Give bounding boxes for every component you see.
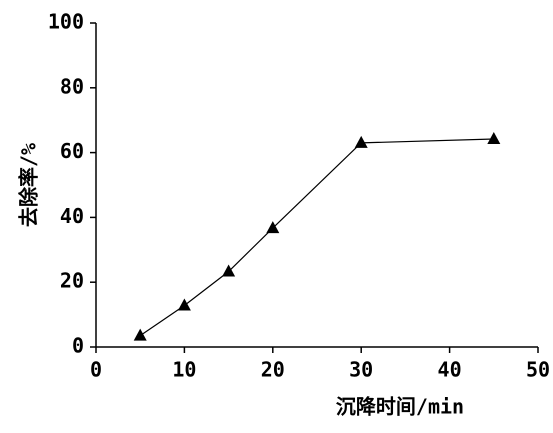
- x-tick-label: 50: [526, 358, 550, 382]
- y-tick-label: 0: [72, 334, 84, 358]
- marker: [354, 135, 368, 148]
- x-tick-label: 40: [438, 358, 462, 382]
- marker: [133, 328, 147, 341]
- y-tick-label: 40: [60, 204, 84, 228]
- y-tick-label: 60: [60, 139, 84, 163]
- x-tick-label: 10: [172, 358, 196, 382]
- y-axis-label: 去除率/%: [17, 143, 41, 227]
- x-tick-label: 20: [261, 358, 285, 382]
- y-tick-label: 20: [60, 269, 84, 293]
- series-line: [139, 138, 494, 337]
- x-tick-label: 30: [349, 358, 373, 382]
- y-tick-label: 80: [60, 74, 84, 98]
- marker: [222, 264, 236, 277]
- marker: [266, 221, 280, 234]
- x-axis-label: 沉降时间/min: [336, 395, 464, 419]
- x-tick-label: 0: [90, 358, 102, 382]
- marker: [177, 298, 191, 311]
- y-tick-label: 100: [48, 10, 84, 34]
- marker: [487, 131, 501, 144]
